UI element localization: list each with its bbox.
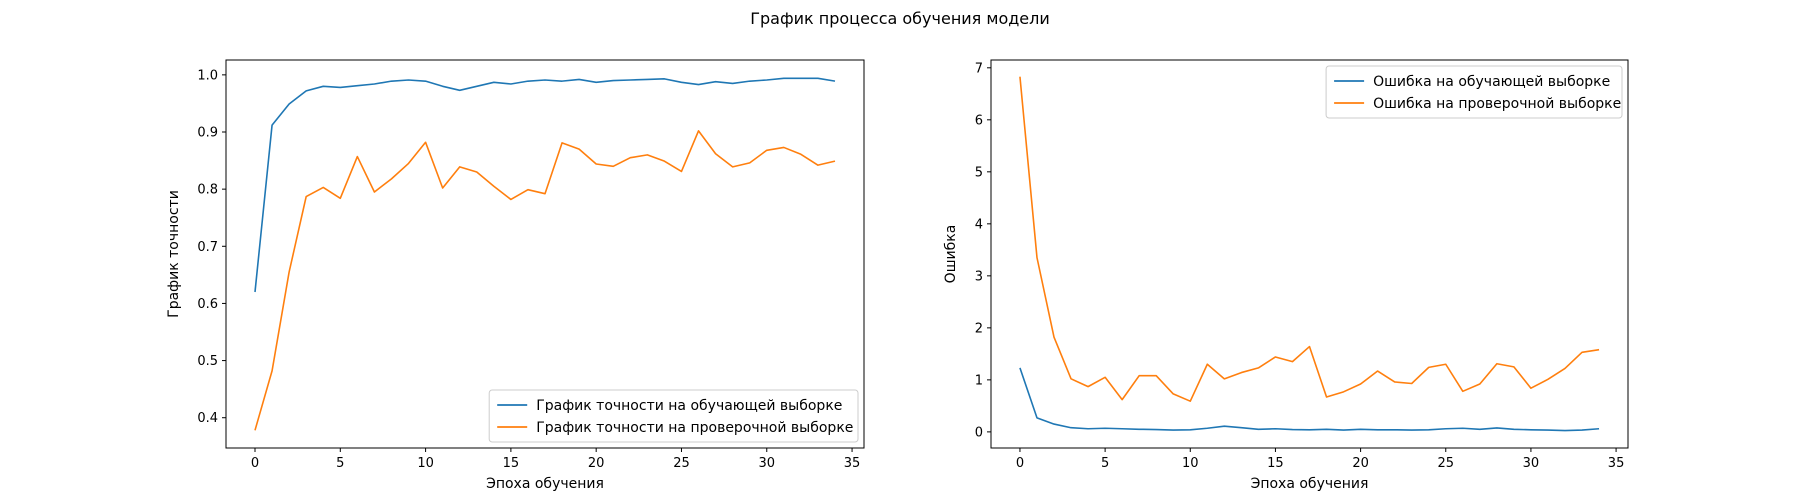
x-tick-label: 25 (1437, 456, 1454, 471)
x-tick-label: 20 (1352, 456, 1369, 471)
x-tick-label: 15 (1267, 456, 1284, 471)
y-tick-label: 0.9 (197, 126, 218, 141)
y-tick-label: 5 (975, 165, 983, 180)
legend-label: Ошибка на проверочной выборке (1373, 96, 1621, 112)
figure-title: График процесса обучения модели (750, 9, 1050, 28)
legend-label: Ошибка на обучающей выборке (1373, 74, 1610, 90)
y-tick-label: 0 (975, 425, 983, 440)
x-tick-label: 10 (1182, 456, 1199, 471)
y-axis-label: Ошибка (943, 225, 959, 284)
y-tick-label: 1 (975, 373, 983, 388)
legend-box (1325, 65, 1623, 119)
legend: График точности на обучающей выборке Граф… (488, 389, 859, 443)
x-tick-label: 5 (1101, 456, 1109, 471)
x-tick-label: 35 (1608, 456, 1625, 471)
x-tick-label: 0 (251, 456, 259, 471)
y-tick-label: 1.0 (197, 68, 218, 83)
legend-box (488, 389, 859, 443)
x-axis-label: Эпоха обучения (1251, 476, 1369, 492)
y-tick-label: 3 (975, 269, 983, 284)
axes-frame (225, 59, 865, 449)
y-tick-label: 0.5 (197, 354, 218, 369)
x-tick-label: 10 (417, 456, 434, 471)
axes-frame (990, 59, 1629, 449)
y-tick-label: 4 (975, 217, 983, 232)
y-tick-label: 7 (975, 61, 983, 76)
x-tick-label: 20 (588, 456, 605, 471)
legend-label: График точности на обучающей выборке (536, 398, 842, 414)
y-tick-label: 0.8 (197, 183, 218, 198)
y-tick-label: 6 (975, 113, 983, 128)
x-tick-label: 30 (758, 456, 775, 471)
y-tick-label: 0.6 (197, 297, 218, 312)
x-tick-label: 0 (1016, 456, 1024, 471)
x-tick-label: 30 (1523, 456, 1540, 471)
x-tick-label: 25 (673, 456, 690, 471)
y-tick-label: 2 (975, 321, 983, 336)
y-tick-label: 0.4 (197, 411, 218, 426)
accuracy-plot: 0 5 10 15 20 25 30 35 0.4 0.5 0.6 0.7 0.8 0.9 1.0 Эпоха… (166, 59, 865, 492)
x-tick-label: 35 (844, 456, 861, 471)
x-tick-label: 15 (503, 456, 520, 471)
series-line-1 (1019, 76, 1600, 402)
y-tick-label: 0.7 (197, 240, 218, 255)
series-line-0 (1019, 367, 1600, 432)
x-axis-label: Эпоха обучения (486, 476, 604, 492)
loss-plot: 0 5 10 15 20 25 30 35 0 1 2 3 4 5 6 7 Эпоха обучения Ошиб… (943, 59, 1629, 492)
x-tick-label: 5 (336, 456, 344, 471)
series-line-1 (254, 130, 836, 431)
y-axis-label: График точности (166, 190, 182, 318)
series-line-0 (254, 77, 836, 293)
legend: Ошибка на обучающей выборке Ошибка на про… (1325, 65, 1623, 119)
legend-label: График точности на проверочной выборке (536, 420, 853, 436)
